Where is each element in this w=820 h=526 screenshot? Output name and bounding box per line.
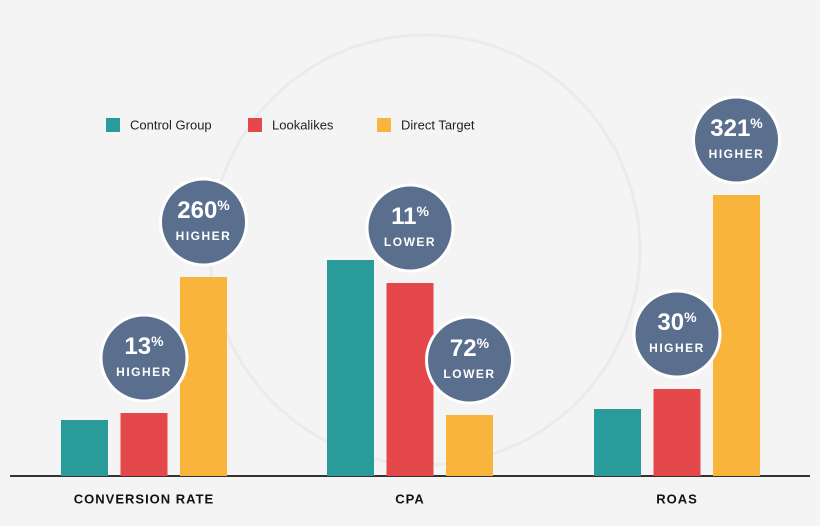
annotation-value: 260% — [177, 197, 230, 225]
bar — [446, 415, 493, 476]
bar — [120, 413, 168, 476]
annotation-unit: % — [416, 203, 429, 219]
annotation-number: 11 — [391, 203, 416, 230]
legend-label: Lookalikes — [272, 117, 334, 132]
annotation-note: HIGHER — [649, 341, 705, 355]
annotation-unit: % — [750, 115, 763, 131]
legend-swatch — [377, 118, 391, 132]
annotation-bubble — [692, 95, 781, 185]
annotation-value: 72% — [450, 335, 490, 363]
annotation-unit: % — [477, 335, 490, 351]
annotation-note: LOWER — [443, 367, 495, 381]
annotation-note: HIGHER — [176, 229, 232, 243]
legend-swatch — [248, 118, 262, 132]
bar — [327, 260, 374, 476]
annotation-note: HIGHER — [709, 147, 765, 161]
annotation-bubble — [425, 315, 514, 405]
annotation-note: HIGHER — [116, 365, 172, 379]
annotation-bubble — [159, 177, 248, 267]
annotation-bubble — [99, 313, 189, 403]
annotation-note: LOWER — [384, 235, 436, 249]
x-tick-label: ROAS — [656, 491, 698, 506]
bar — [180, 277, 227, 476]
legend-swatch — [106, 118, 120, 132]
annotation-number: 260 — [177, 197, 217, 224]
annotation-unit: % — [684, 309, 697, 325]
annotation-number: 72 — [450, 335, 477, 362]
annotation-value: 11% — [391, 203, 429, 231]
annotation-value: 13% — [124, 333, 164, 361]
annotation-value: 30% — [657, 309, 697, 337]
annotation-number: 30 — [657, 309, 684, 336]
annotation-unit: % — [151, 333, 164, 349]
x-tick-label: CPA — [395, 491, 424, 506]
annotation-bubble — [632, 289, 722, 379]
annotation-bubble — [365, 183, 455, 273]
x-tick-label: CONVERSION RATE — [74, 491, 214, 506]
legend-label: Direct Target — [401, 117, 475, 132]
bar — [61, 420, 108, 476]
annotation-number: 13 — [124, 333, 151, 360]
annotation-number: 321 — [710, 115, 750, 142]
bar — [653, 389, 701, 476]
bar — [386, 283, 434, 476]
annotation-value: 321% — [710, 115, 763, 143]
annotation-unit: % — [217, 197, 230, 213]
legend-label: Control Group — [130, 117, 212, 132]
bar — [594, 409, 641, 476]
